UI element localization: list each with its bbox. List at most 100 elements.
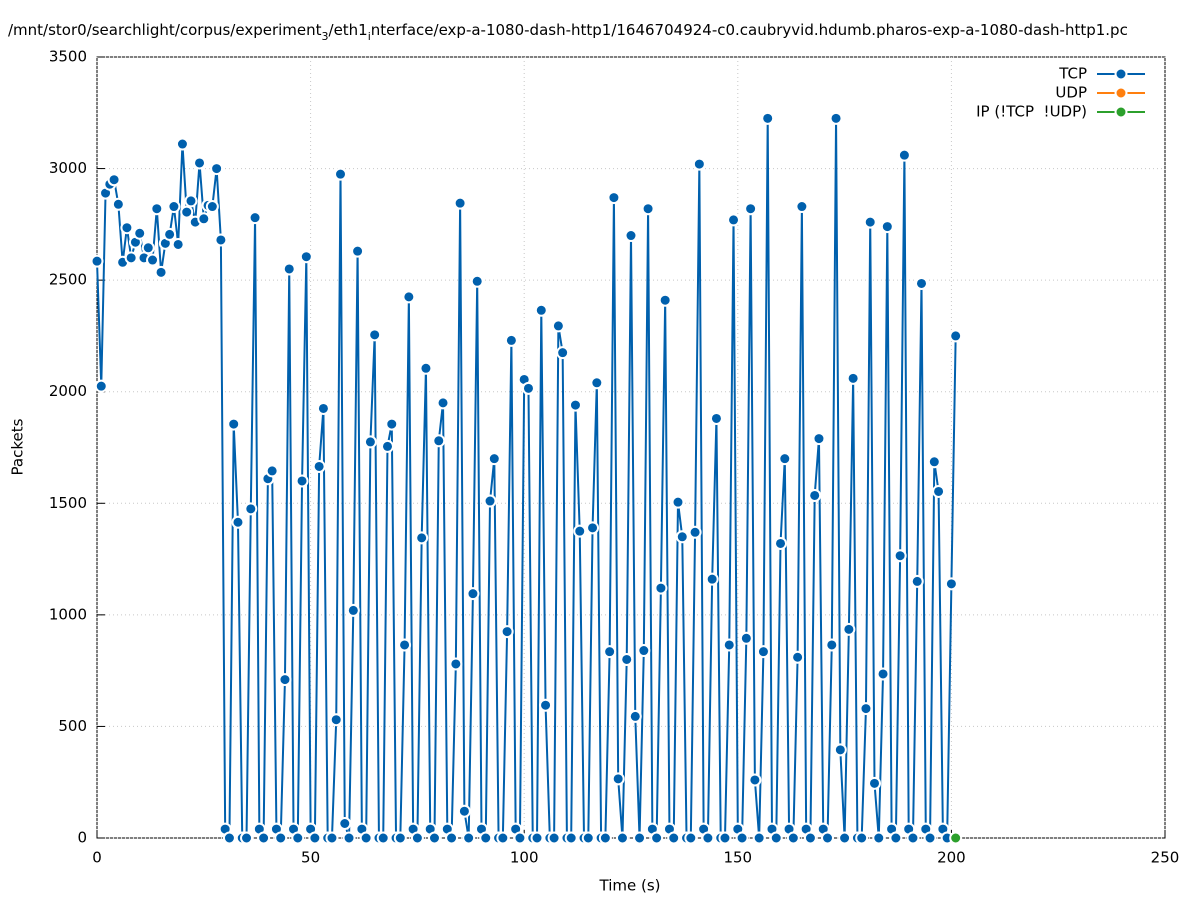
- data-point: [282, 262, 296, 276]
- data-point: [163, 227, 177, 241]
- data-point: [603, 645, 617, 659]
- data-point: [889, 831, 903, 845]
- data-point: [688, 525, 702, 539]
- data-point: [744, 202, 758, 216]
- data-point: [684, 831, 698, 845]
- data-point: [299, 250, 313, 264]
- y-tick-label: 3000: [49, 159, 87, 177]
- x-tick-label: 250: [1151, 849, 1180, 867]
- plot-frame: [96, 56, 1166, 839]
- data-point: [868, 776, 882, 790]
- title-part: 3: [322, 30, 329, 43]
- x-tick-label: 0: [92, 849, 102, 867]
- data-point: [150, 202, 164, 216]
- data-point: [761, 111, 775, 125]
- data-point: [633, 831, 647, 845]
- data-point: [568, 398, 582, 412]
- data-point: [803, 831, 817, 845]
- data-point: [222, 831, 236, 845]
- data-point: [415, 531, 429, 545]
- data-point: [205, 200, 219, 214]
- data-point: [692, 157, 706, 171]
- data-point: [949, 831, 963, 845]
- data-point: [346, 603, 360, 617]
- legend-marker: [1114, 105, 1128, 119]
- data-point: [146, 253, 160, 267]
- data-point: [825, 638, 839, 652]
- data-point: [462, 831, 476, 845]
- data-point: [872, 831, 886, 845]
- data-point: [479, 831, 493, 845]
- data-point: [829, 111, 843, 125]
- data-point: [855, 831, 869, 845]
- title-part: /eth1: [329, 21, 368, 39]
- data-point: [325, 831, 339, 845]
- data-point: [735, 831, 749, 845]
- data-point: [752, 831, 766, 845]
- data-point: [427, 831, 441, 845]
- data-point: [376, 831, 390, 845]
- data-point: [624, 229, 638, 243]
- y-tick-label: 1000: [49, 605, 87, 623]
- data-point: [539, 698, 553, 712]
- data-point: [410, 831, 424, 845]
- data-point: [923, 831, 937, 845]
- data-point: [291, 831, 305, 845]
- data-point: [500, 625, 514, 639]
- data-point: [551, 319, 565, 333]
- data-point: [513, 831, 527, 845]
- data-point: [124, 251, 138, 265]
- data-point: [470, 274, 484, 288]
- data-point: [833, 743, 847, 757]
- data-point: [949, 329, 963, 343]
- data-point: [863, 215, 877, 229]
- data-point: [880, 220, 894, 234]
- data-point: [876, 667, 890, 681]
- data-point: [436, 396, 450, 410]
- data-point: [906, 831, 920, 845]
- data-point: [774, 536, 788, 550]
- data-point: [180, 205, 194, 219]
- data-point: [615, 831, 629, 845]
- data-point: [111, 197, 125, 211]
- data-point: [244, 502, 258, 516]
- data-point: [466, 587, 480, 601]
- data-point: [133, 226, 147, 240]
- data-point: [812, 432, 826, 446]
- data-point: [944, 577, 958, 591]
- data-point: [675, 530, 689, 544]
- y-tick-label: 2000: [49, 382, 87, 400]
- y-axis-label: Packets: [9, 418, 27, 475]
- data-point: [432, 434, 446, 448]
- y-tick-label: 1500: [49, 494, 87, 512]
- data-point: [227, 417, 241, 431]
- data-point: [556, 346, 570, 360]
- data-point: [778, 452, 792, 466]
- y-tick-label: 500: [58, 717, 87, 735]
- data-point: [210, 162, 224, 176]
- data-point: [316, 401, 330, 415]
- data-point: [240, 831, 254, 845]
- data-point: [573, 524, 587, 538]
- data-point: [722, 638, 736, 652]
- data-point: [363, 435, 377, 449]
- x-tick-label: 200: [937, 849, 966, 867]
- data-point: [368, 328, 382, 342]
- data-point: [295, 474, 309, 488]
- data-point: [897, 148, 911, 162]
- data-point: [445, 831, 459, 845]
- legend-label: TCP: [1058, 65, 1087, 83]
- data-point: [154, 265, 168, 279]
- data-point: [859, 702, 873, 716]
- data-point: [175, 137, 189, 151]
- data-point: [312, 459, 326, 473]
- data-point: [351, 244, 365, 258]
- data-point: [769, 831, 783, 845]
- data-point: [893, 549, 907, 563]
- x-tick-label: 150: [723, 849, 752, 867]
- series-line: [96, 118, 957, 839]
- title-part: nterface/exp-a-1080-dash-http1/164670492…: [371, 21, 1128, 39]
- data-point: [620, 652, 634, 666]
- x-tick-label: 100: [510, 849, 539, 867]
